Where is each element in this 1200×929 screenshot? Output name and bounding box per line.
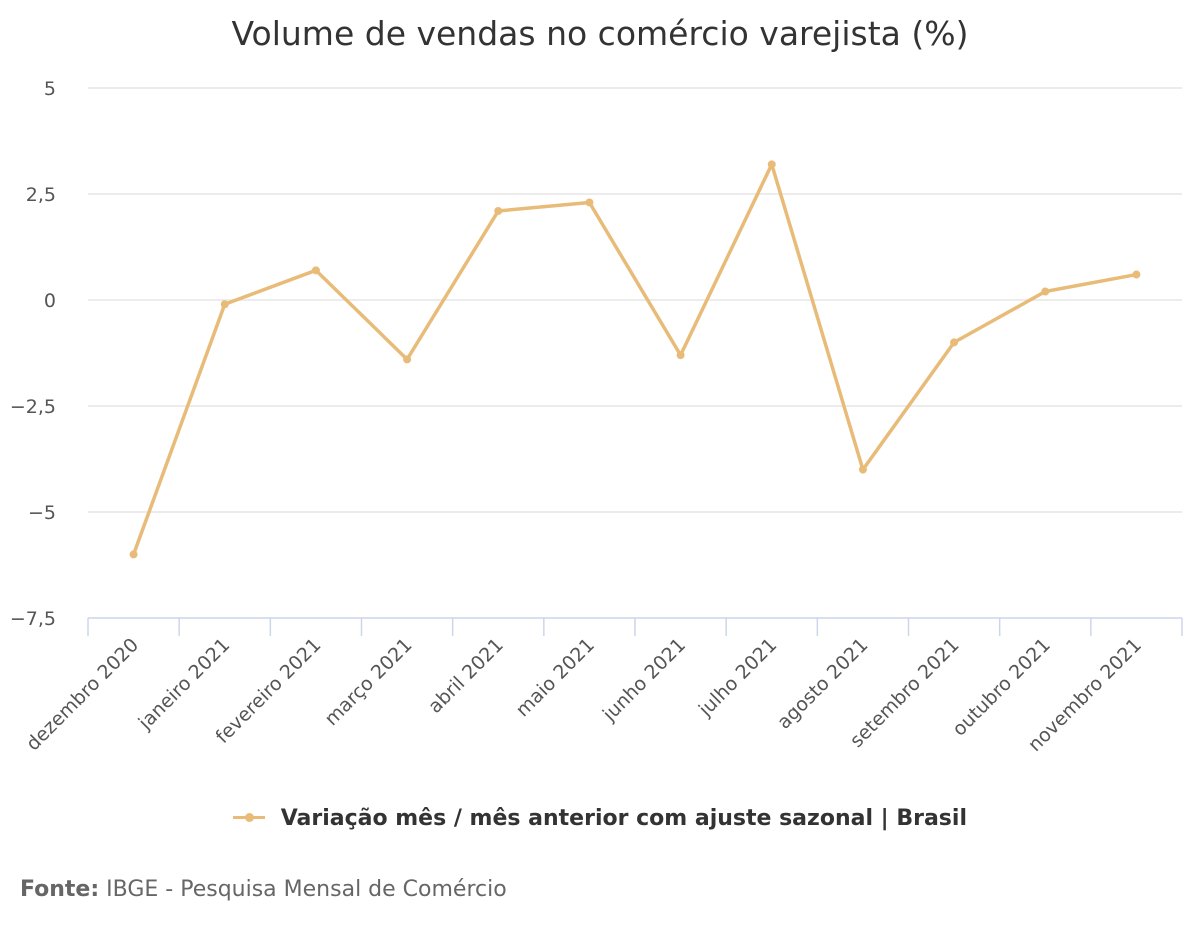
- y-axis-tick-labels: 5 2,5 0 −2,5 −5 −7,5: [10, 78, 56, 630]
- data-point[interactable]: [311, 266, 320, 275]
- grid-lines: [88, 87, 1182, 513]
- x-tick-label: julho 2021: [694, 634, 781, 721]
- y-tick-label: −5: [28, 502, 56, 524]
- y-tick-label: 5: [44, 78, 56, 100]
- data-point[interactable]: [676, 351, 685, 360]
- source-note: Fonte: IBGE - Pesquisa Mensal de Comérci…: [20, 877, 507, 902]
- x-tick-label: maio 2021: [512, 634, 599, 721]
- x-tick-label: agosto 2021: [773, 634, 872, 733]
- data-point[interactable]: [950, 338, 959, 347]
- x-tick-label: dezembro 2020: [22, 634, 143, 755]
- data-point[interactable]: [858, 465, 867, 474]
- source-label: Fonte:: [20, 877, 100, 902]
- x-tick-label: janeiro 2021: [134, 634, 235, 735]
- y-tick-label: −7,5: [10, 608, 56, 630]
- data-point[interactable]: [767, 160, 776, 169]
- data-point[interactable]: [220, 300, 229, 309]
- data-point[interactable]: [403, 355, 412, 364]
- legend-swatch: [233, 810, 266, 824]
- data-point[interactable]: [129, 550, 138, 559]
- x-tick-label: abril 2021: [424, 634, 508, 718]
- series-layer: [129, 160, 1141, 559]
- y-tick-label: −2,5: [10, 396, 56, 418]
- legend-label: Variação mês / mês anterior com ajuste s…: [280, 806, 967, 831]
- series-line: [131, 162, 1137, 555]
- x-tick-label: março 2021: [320, 634, 416, 730]
- legend[interactable]: Variação mês / mês anterior com ajuste s…: [0, 806, 1200, 831]
- source-text: IBGE - Pesquisa Mensal de Comércio: [106, 877, 507, 902]
- y-tick-label: 2,5: [26, 184, 56, 206]
- data-point[interactable]: [494, 206, 503, 215]
- y-tick-label: 0: [44, 290, 56, 312]
- data-point[interactable]: [1041, 287, 1050, 296]
- chart-title: Volume de vendas no comércio varejista (…: [231, 14, 969, 53]
- data-point[interactable]: [585, 198, 594, 207]
- data-point[interactable]: [1132, 270, 1141, 279]
- x-tick-label: junho 2021: [598, 634, 690, 726]
